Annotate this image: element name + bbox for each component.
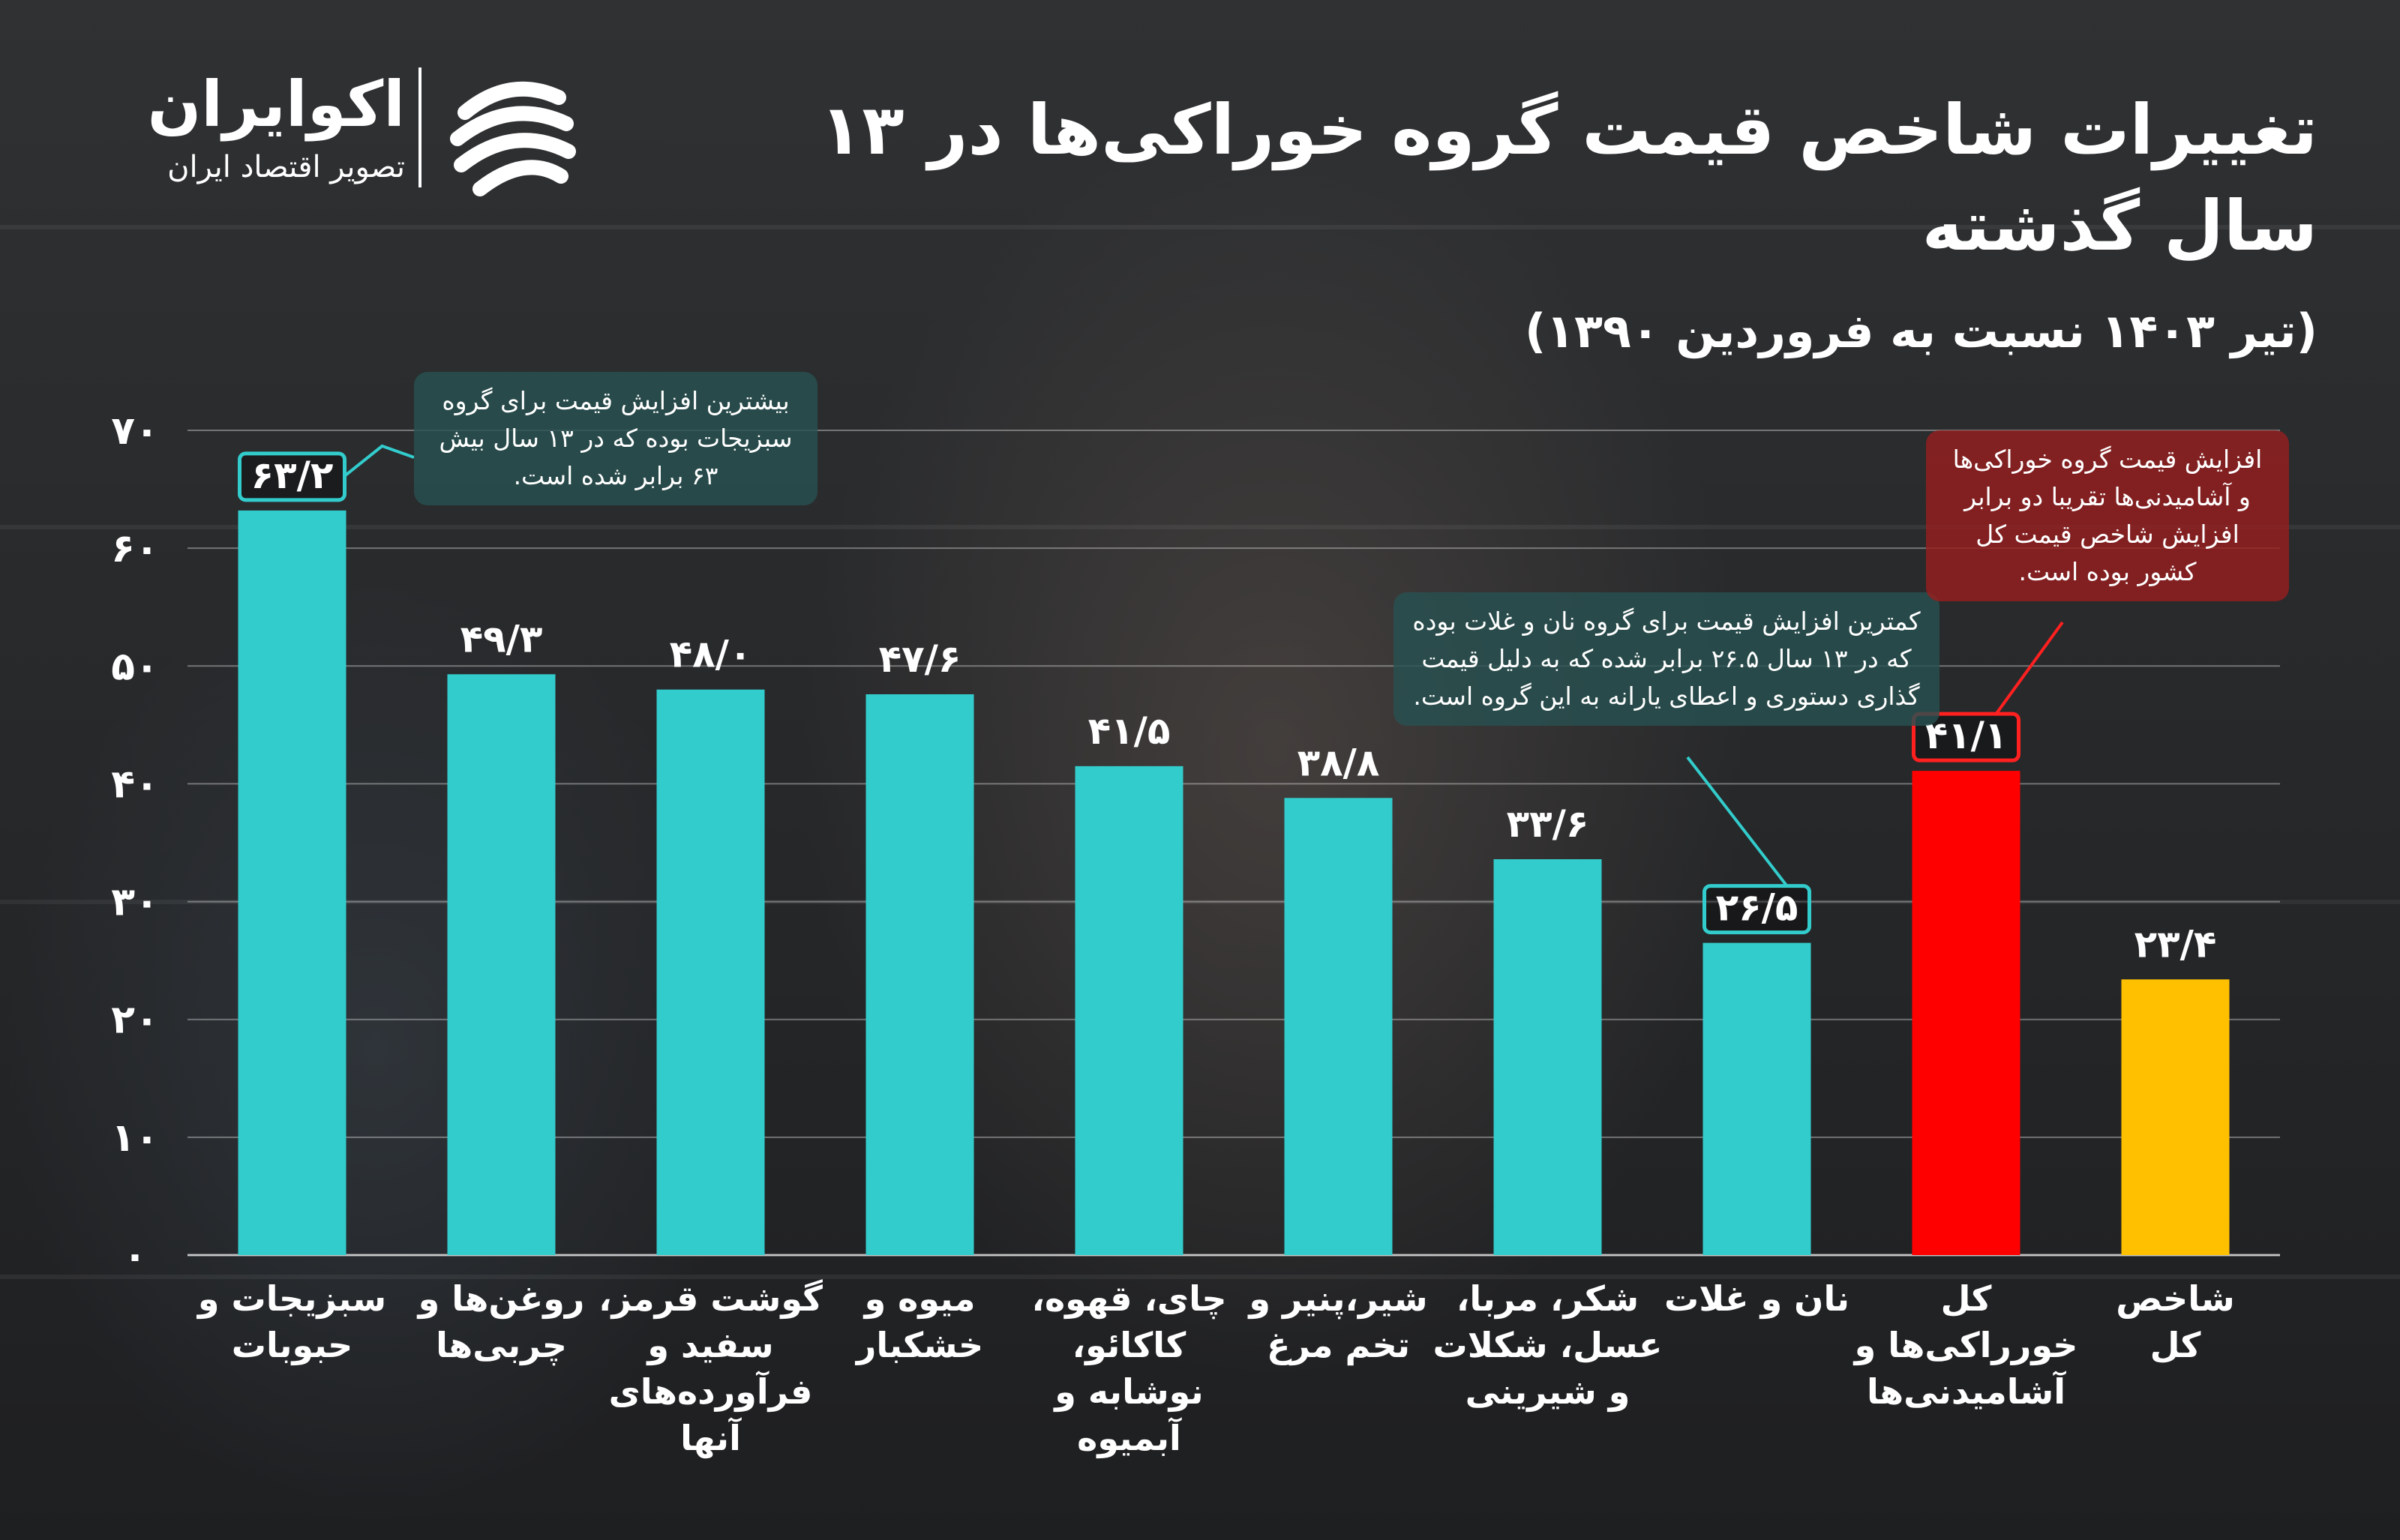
category-label: شاخص کل bbox=[2116, 1278, 2234, 1365]
value-label: ۲۶/۵ bbox=[1716, 886, 1798, 930]
bar bbox=[866, 694, 974, 1255]
category-label: شیر،پنیر و تخم مرغ bbox=[1247, 1278, 1427, 1365]
value-label: ۶۳/۲ bbox=[251, 454, 334, 497]
value-label: ۲۳/۴ bbox=[2134, 922, 2217, 966]
y-tick-label: ۴۰ bbox=[111, 762, 158, 807]
value-label: ۴۱/۱ bbox=[1925, 714, 2008, 757]
logo-name: اکوایران bbox=[147, 67, 405, 141]
y-tick-label: ۲۰ bbox=[111, 998, 158, 1043]
callout-connector bbox=[1686, 756, 1789, 887]
background-shelf bbox=[0, 1275, 2400, 1279]
page-title: تغییرات شاخص قیمت گروه خوراکی‌ها در ۱۳ س… bbox=[820, 90, 2318, 266]
background-shelf bbox=[0, 900, 2400, 904]
y-tick-label: ۳۰ bbox=[111, 880, 158, 925]
callout-connector bbox=[344, 444, 415, 478]
y-tick-label: ۷۰ bbox=[111, 409, 158, 454]
logo-divider bbox=[418, 67, 422, 187]
callout-overall: افزایش قیمت گروه خوراکی‌ها و آشامیدنی‌ها… bbox=[1926, 430, 2289, 601]
y-tick-label: ۵۰ bbox=[111, 644, 158, 689]
value-label-box bbox=[1702, 884, 1811, 935]
logo-mark-icon bbox=[450, 81, 576, 196]
brand-logo: اکوایران تصویر اقتصاد ایران bbox=[90, 60, 585, 202]
callout-highest: بیشترین افزایش قیمت برای گروه سبزیجات بو… bbox=[414, 372, 818, 505]
value-label: ۴۸/۰ bbox=[670, 633, 752, 676]
category-label: نان و غلات bbox=[1664, 1278, 1850, 1319]
value-label: ۳۸/۸ bbox=[1298, 741, 1380, 784]
category-label: سبزیجات و حبوبات bbox=[196, 1278, 386, 1365]
bar bbox=[238, 510, 346, 1255]
category-label: میوه و خشکبار bbox=[855, 1278, 983, 1365]
value-label-box bbox=[1912, 712, 2020, 763]
bar bbox=[1493, 859, 1602, 1255]
bar bbox=[1912, 771, 2020, 1255]
y-tick-label: ۶۰ bbox=[111, 526, 158, 571]
bar bbox=[447, 674, 556, 1255]
page-subtitle: (تیر ۱۴۰۳ نسبت به فروردین ۱۳۹۰) bbox=[1525, 304, 2318, 358]
y-tick-label: ۰ bbox=[123, 1233, 147, 1278]
category-label: روغن‌ها و چربی‌ها bbox=[417, 1278, 585, 1366]
category-label: چای، قهوه، کاکائو، نوشابه و آبمیوه bbox=[1031, 1278, 1226, 1458]
category-label: کل خورراکی‌ها و آشامیدنی‌ها bbox=[1853, 1278, 2078, 1412]
category-label: گوشت قرمز، سفید و فرآورده‌های آنها bbox=[598, 1278, 823, 1458]
value-label: ۴۷/۶ bbox=[879, 637, 962, 681]
callout-connector bbox=[1994, 621, 2064, 715]
value-label: ۴۹/۳ bbox=[460, 617, 543, 661]
bar bbox=[1284, 798, 1393, 1255]
category-label: شکر، مربا، عسل، شکلات و شیرینی bbox=[1433, 1278, 1663, 1412]
value-label-box bbox=[238, 451, 346, 502]
value-label: ۳۳/۶ bbox=[1507, 802, 1589, 846]
logo-tagline: تصویر اقتصاد ایران bbox=[167, 150, 405, 184]
bar bbox=[656, 689, 765, 1255]
value-label: ۴۱/۵ bbox=[1088, 709, 1171, 753]
bar bbox=[2121, 979, 2230, 1255]
background-shelf bbox=[0, 525, 2400, 529]
background-shelf bbox=[0, 225, 2400, 229]
bar bbox=[1702, 942, 1811, 1255]
y-tick-label: ۱۰ bbox=[111, 1116, 158, 1161]
callout-lowest: کمترین افزایش قیمت برای گروه نان و غلات … bbox=[1394, 592, 1940, 726]
bar bbox=[1075, 766, 1184, 1255]
